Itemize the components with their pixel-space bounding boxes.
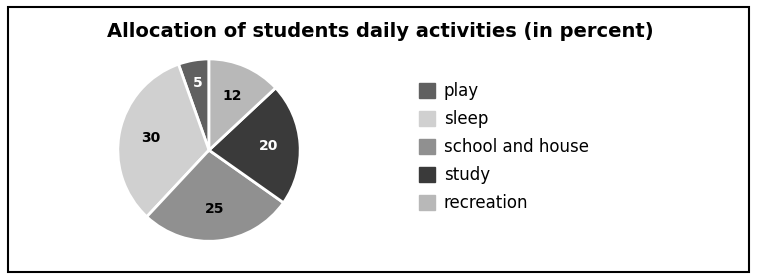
Wedge shape [209, 88, 300, 203]
Text: 5: 5 [192, 76, 202, 90]
Text: 20: 20 [258, 139, 278, 153]
Wedge shape [147, 150, 283, 241]
Text: 25: 25 [205, 202, 225, 216]
Legend: play, sleep, school and house, study, recreation: play, sleep, school and house, study, re… [419, 82, 589, 212]
Text: 12: 12 [223, 89, 242, 103]
Wedge shape [118, 64, 209, 217]
Wedge shape [209, 59, 276, 150]
Text: Allocation of students daily activities (in percent): Allocation of students daily activities … [106, 22, 654, 41]
Wedge shape [179, 59, 209, 150]
Text: 30: 30 [141, 131, 160, 145]
